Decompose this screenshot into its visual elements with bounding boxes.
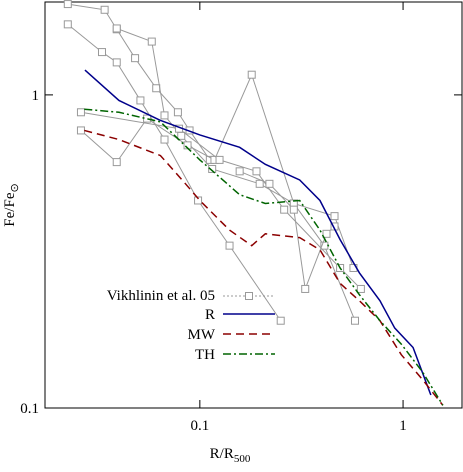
- cluster-point: [252, 167, 261, 176]
- x-tick-label: 1: [399, 418, 407, 434]
- model-line: [84, 69, 432, 396]
- plot-frame: [44, 1, 463, 409]
- x-label-sub: 500: [234, 453, 251, 465]
- model-line: [84, 108, 444, 406]
- cluster-point: [152, 84, 161, 93]
- cluster-point: [265, 179, 274, 188]
- cluster-point: [147, 37, 156, 46]
- cluster-point: [160, 111, 169, 120]
- cluster-point: [63, 0, 72, 9]
- cluster-point: [97, 48, 106, 57]
- cluster-point: [356, 284, 365, 293]
- model-line: [84, 129, 444, 406]
- x-tick-label: 0.1: [190, 418, 209, 434]
- y-label-text: Fe/Fe: [2, 192, 18, 227]
- cluster-line: [67, 23, 282, 322]
- cluster-point: [160, 135, 169, 144]
- cluster-point: [255, 179, 264, 188]
- y-axis-label: Fe/Fe⊙: [2, 183, 21, 226]
- cluster-point: [112, 24, 121, 33]
- cluster-point: [247, 70, 256, 79]
- cluster-point: [173, 108, 182, 117]
- legend-label: TH: [195, 347, 215, 363]
- cluster-point: [76, 108, 85, 117]
- x-label-text: R/R: [210, 446, 234, 462]
- cluster-point: [63, 20, 72, 29]
- legend-label: MW: [188, 327, 216, 343]
- y-tick-label: 0.1: [20, 401, 39, 417]
- cluster-line: [80, 111, 362, 290]
- cluster-point: [131, 54, 140, 63]
- cluster-point: [100, 5, 109, 14]
- legend-label: Vikhlinin et al. 05: [107, 288, 215, 304]
- cluster-point: [177, 131, 186, 140]
- cluster-point: [215, 155, 224, 164]
- legend-swatch-marker: [245, 292, 253, 300]
- cluster-point: [225, 241, 234, 250]
- cluster-point: [289, 205, 298, 214]
- legend-label: R: [205, 307, 215, 323]
- y-label-sub: ⊙: [9, 183, 21, 192]
- cluster-point: [112, 158, 121, 167]
- cluster-point: [194, 196, 203, 205]
- cluster-point: [350, 316, 359, 325]
- cluster-point: [276, 316, 285, 325]
- cluster-point: [322, 229, 331, 238]
- cluster-point: [76, 126, 85, 135]
- x-axis-label: R/R500: [210, 446, 251, 465]
- cluster-point: [112, 58, 121, 67]
- cluster-point: [301, 284, 310, 293]
- cluster-point: [280, 205, 289, 214]
- cluster-line: [239, 170, 335, 291]
- cluster-point: [235, 167, 244, 176]
- cluster-point: [330, 212, 339, 221]
- y-tick-label: 1: [32, 88, 40, 104]
- cluster-point: [136, 96, 145, 105]
- cluster-point: [208, 164, 217, 173]
